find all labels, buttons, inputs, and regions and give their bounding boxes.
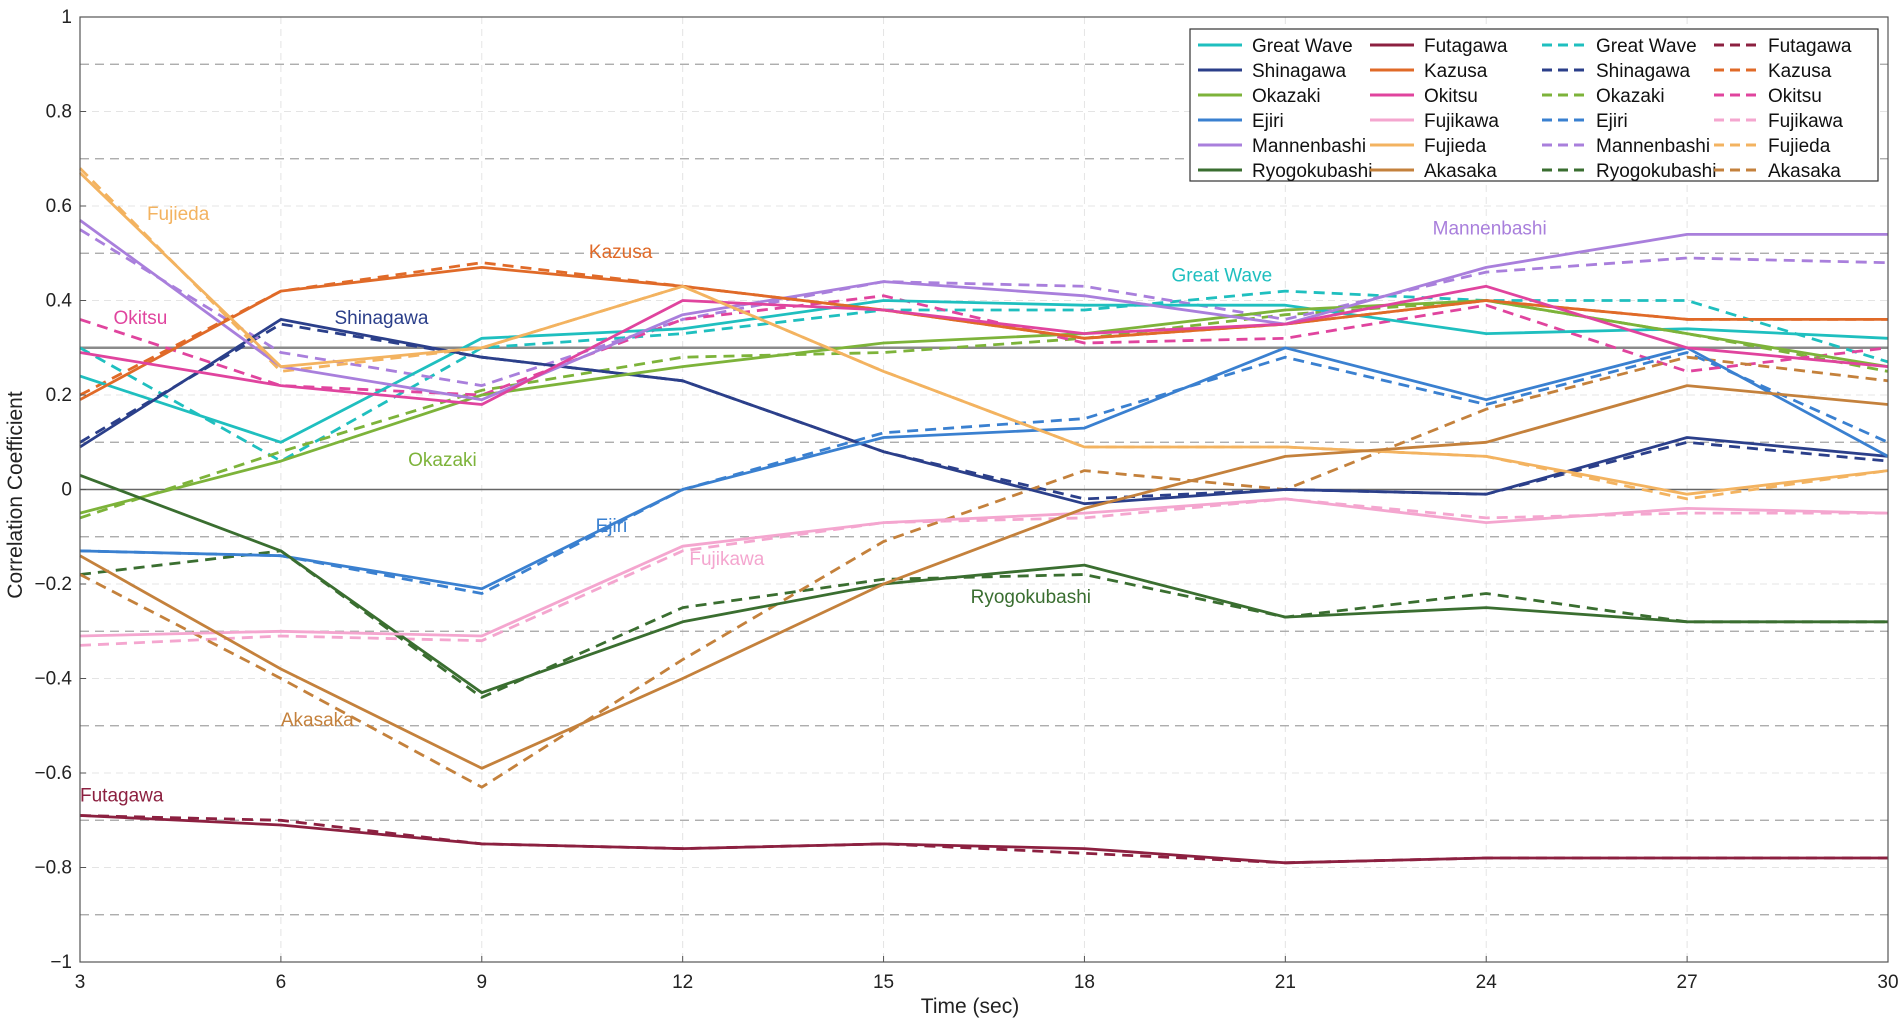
legend-label: Okitsu bbox=[1424, 86, 1478, 107]
y-tick-label: 0.6 bbox=[46, 196, 72, 217]
legend-label: Okazaki bbox=[1596, 86, 1665, 107]
series-line-futagawa-solid bbox=[79, 814, 1888, 865]
legend-label: Akasaka bbox=[1424, 161, 1497, 182]
series-line-fujikawa-solid bbox=[79, 497, 1889, 638]
x-tick-label: 12 bbox=[672, 972, 693, 993]
series-line-shinagawa-dashed bbox=[79, 322, 1889, 501]
series-annotation-label: Mannenbashi bbox=[1433, 218, 1547, 239]
legend-label: Fujikawa bbox=[1424, 111, 1499, 132]
series-line-okitsu-solid bbox=[79, 284, 1889, 406]
series-line-kazusa-dashed bbox=[79, 261, 1888, 397]
series-annotation-label: Shinagawa bbox=[334, 308, 428, 329]
legend-label: Mannenbashi bbox=[1252, 136, 1366, 157]
series-line-ejiri-dashed bbox=[79, 351, 1889, 595]
series-annotation-label: Kazusa bbox=[589, 242, 653, 263]
series-annotation-label: Ejiri bbox=[596, 516, 628, 537]
y-tick-label: 0 bbox=[61, 480, 72, 501]
y-tick-label: −0.8 bbox=[34, 858, 72, 879]
legend-label: Mannenbashi bbox=[1596, 136, 1710, 157]
series-layer bbox=[79, 167, 1889, 865]
legend-label: Futagawa bbox=[1768, 36, 1852, 57]
legend-label: Ryogokubashi bbox=[1252, 161, 1372, 182]
y-tick-label: 0.2 bbox=[46, 385, 72, 406]
legend-label: Shinagawa bbox=[1252, 61, 1346, 82]
x-tick-label: 15 bbox=[873, 972, 894, 993]
series-annotation-label: Fujieda bbox=[147, 204, 210, 225]
series-line-mannenbashi-solid bbox=[79, 219, 1888, 402]
legend-label: Futagawa bbox=[1424, 36, 1508, 57]
x-tick-label: 21 bbox=[1275, 972, 1296, 993]
series-line-great-wave-dashed bbox=[79, 289, 1889, 463]
series-annotation-label: Ryogokubashi bbox=[971, 587, 1091, 608]
series-line-kazusa-solid bbox=[79, 265, 1888, 401]
legend-label: Ejiri bbox=[1252, 111, 1284, 132]
x-tick-label: 30 bbox=[1877, 972, 1898, 993]
x-tick-label: 24 bbox=[1476, 972, 1498, 993]
legend-label: Fujikawa bbox=[1768, 111, 1843, 132]
x-tick-label: 3 bbox=[75, 972, 86, 993]
series-line-mannenbashi-dashed bbox=[79, 228, 1889, 388]
legend-label: Akasaka bbox=[1768, 161, 1841, 182]
y-tick-label: 0.8 bbox=[46, 102, 72, 123]
series-line-akasaka-dashed bbox=[79, 355, 1889, 789]
series-line-shinagawa-solid bbox=[79, 317, 1889, 506]
reference-lines bbox=[80, 346, 1888, 491]
legend-label: Great Wave bbox=[1596, 36, 1697, 57]
legend-label: Ryogokubashi bbox=[1596, 161, 1716, 182]
legend-label: Kazusa bbox=[1768, 61, 1832, 82]
legend-label: Okitsu bbox=[1768, 86, 1822, 107]
series-line-futagawa-dashed bbox=[79, 814, 1888, 865]
series-annotation-label: Okitsu bbox=[113, 308, 167, 329]
legend-label: Fujieda bbox=[1424, 136, 1487, 157]
legend-label: Great Wave bbox=[1252, 36, 1353, 57]
x-tick-label: 18 bbox=[1074, 972, 1095, 993]
legend-label: Shinagawa bbox=[1596, 61, 1690, 82]
series-line-great-wave-solid bbox=[79, 299, 1889, 444]
x-axis-title: Time (sec) bbox=[921, 995, 1019, 1018]
y-tick-label: 1 bbox=[61, 7, 72, 28]
legend-label: Okazaki bbox=[1252, 86, 1321, 107]
series-annotation-label: Futagawa bbox=[80, 785, 164, 806]
series-line-akasaka-solid bbox=[79, 384, 1889, 770]
series-line-fujikawa-dashed bbox=[79, 497, 1888, 647]
series-line-fujieda-dashed bbox=[79, 167, 1889, 501]
legend: Great Wave Shinagawa Okazaki Ejiri Mannenbas… bbox=[1189, 28, 1879, 182]
y-axis-title: Correlation Coefficient bbox=[4, 391, 27, 599]
y-tick-label: −0.4 bbox=[34, 669, 72, 690]
legend-label: Fujieda bbox=[1768, 136, 1831, 157]
x-tick-label: 9 bbox=[476, 972, 487, 993]
series-line-fujieda-solid bbox=[79, 171, 1889, 496]
series-line-ryogokubashi-dashed bbox=[79, 549, 1888, 699]
series-annotation-label: Okazaki bbox=[408, 450, 477, 471]
series-annotation-label: Great Wave bbox=[1171, 266, 1272, 287]
y-tick-label: −0.2 bbox=[34, 574, 72, 595]
series-line-ryogokubashi-solid bbox=[79, 473, 1888, 695]
series-line-ejiri-solid bbox=[79, 346, 1889, 591]
legend-label: Ejiri bbox=[1596, 111, 1628, 132]
legend-label: Kazusa bbox=[1424, 61, 1488, 82]
series-annotation-label: Fujikawa bbox=[689, 549, 764, 570]
series-annotation-label: Akasaka bbox=[281, 710, 354, 731]
axes: 3 6 9 12 15 18 21 24 27 30 −1 −0.8 −0.6 −0.4 −0.2 0 0.2 0… bbox=[34, 7, 1898, 993]
y-tick-label: −1 bbox=[50, 952, 72, 973]
x-tick-label: 27 bbox=[1677, 972, 1698, 993]
x-tick-label: 6 bbox=[276, 972, 287, 993]
y-tick-label: −0.6 bbox=[34, 763, 72, 784]
annotations: Fujieda Kazusa Okitsu Shinagawa Great Wave Ma… bbox=[80, 204, 1547, 806]
y-tick-label: 0.4 bbox=[46, 291, 73, 312]
legend-box bbox=[1189, 28, 1879, 182]
